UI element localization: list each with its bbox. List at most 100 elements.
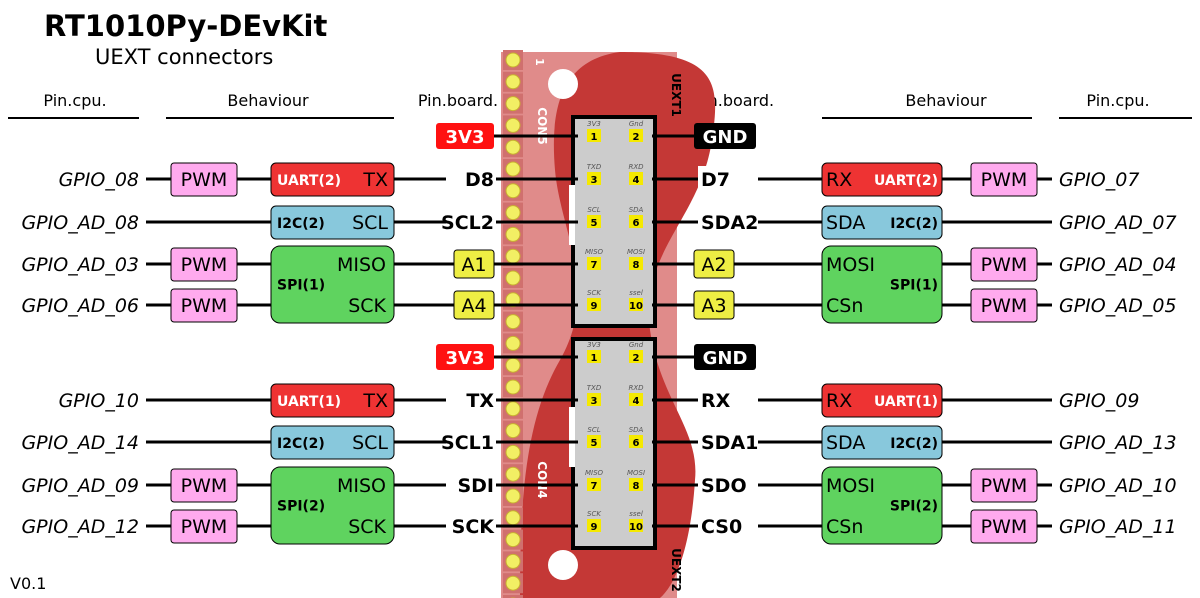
spi-group: MISO SCK SPI(1) MOSI CSn SPI(1) [270,245,943,324]
silkscreen-con-bottom: CON4 [535,461,549,498]
pwm-label-left: PWM [181,295,228,317]
connector-pin-name: MISO [585,248,604,256]
connector-pin-number: 5 [591,438,598,449]
power-3v3-badge [436,344,494,370]
function-box-left [270,383,395,418]
header-left-behaviour: Behaviour [227,91,309,110]
connector-pin-pad [587,435,601,448]
header-pin [505,444,521,460]
spi-bus-left: SPI(2) [277,499,325,515]
bus-label-right: UART(1) [874,394,938,410]
board-pin-bg [698,513,758,539]
diagram-subtitle: UEXT connectors [95,45,273,69]
signal-label-right: SDA [826,212,865,234]
function-box-right [821,383,943,418]
spi-signal-right-bottom: CSn [826,295,863,317]
pwm-box-right [970,288,1038,323]
board-pin-right: SDO [701,475,747,497]
connector-key [569,407,575,467]
signal-label-left: TX [362,169,388,191]
connector-pin-number: 6 [633,218,640,229]
version-label: V0.1 [10,574,46,593]
cpu-pin-right: GPIO_AD_10 [1059,475,1177,497]
board-pin-bg [446,387,496,413]
board-pin-right: RX [701,390,731,412]
pwm-label-right: PWM [981,475,1028,497]
cpu-pin-left: GPIO_AD_12 [21,516,139,538]
connector-pin-name: ssel [629,510,643,518]
function-box-left [270,205,395,240]
analog-pin-box-right [693,290,735,320]
spi-signal-left-bottom: SCK [348,516,386,538]
board-pin-bg [698,387,758,413]
pwm-label-right: PWM [981,295,1028,317]
board-pin-left: A4 [461,295,486,317]
connector-pin-pad [629,519,643,532]
function-box-right [821,425,943,460]
header-pin [505,488,521,504]
pwm-box-right [970,162,1038,197]
header-pin [505,532,521,548]
header-left-board: Pin.board. [418,91,498,110]
signal-row: GPIO_AD_12 GPIO_AD_11 PWM PWM SCK CS0 [21,509,1177,544]
spi-box-right [821,466,943,545]
header-pin [505,423,521,439]
bus-label-left: I2C(2) [277,436,325,452]
silkscreen-uext2: UEXT2 [669,548,683,592]
connector-pin-number: 1 [591,132,598,143]
connector-pin-name: SCK [587,289,602,297]
connector-pin-number: 9 [591,522,598,533]
connector-pin-pad [587,298,601,311]
header-pin [505,52,521,68]
connector-pin-number: 4 [633,396,640,407]
connector-pin-pad [587,215,601,228]
cpu-pin-left: GPIO_AD_03 [21,254,139,276]
pwm-box-left [170,288,238,323]
signal-label-right: RX [826,169,852,191]
header-pin [505,183,521,199]
connector-pin-number: 7 [591,481,598,492]
spi-box-left [270,245,395,324]
header-pin [505,553,521,569]
header-pin [505,357,521,373]
silkscreen-con-top: CON5 [535,107,549,144]
function-box-right [821,162,943,197]
board-pin-right: D7 [701,169,730,191]
connector-pin-number: 5 [591,218,598,229]
pwm-box-right [970,509,1038,544]
bus-label-right: UART(2) [874,173,938,189]
header-pin [505,161,521,177]
connector-pin-number: 6 [633,438,640,449]
connector-pin-pad [587,257,601,270]
pwm-label-left: PWM [181,254,228,276]
connector-pin-name: SCL [587,426,600,434]
connector-pin-name: MOSI [627,469,645,477]
header-pad [503,595,523,598]
board-illustration: 1 CON5 CON4 UEXT1 UEXT2 3V3 1 Gnd 2 TXD 3 RXD 4 SCL 5 S… [501,50,716,598]
signal-row: GPIO_AD_14 GPIO_AD_13 I2C(2) SCL SDA I2C(2) SC… [21,425,1177,460]
cpu-pin-left: GPIO_10 [59,390,139,412]
connector-pin-number: 8 [633,260,640,271]
cpu-pin-right: GPIO_AD_05 [1059,295,1177,317]
board-pin-left: D8 [465,169,494,191]
connector-pin-number: 3 [591,396,598,407]
signal-label-left: TX [362,390,388,412]
silkscreen-uext1: UEXT1 [669,73,683,117]
board-pin-bg [446,209,496,235]
signal-row: GPIO_AD_03 GPIO_AD_04 PWM PWM A1 A2 [21,247,1177,282]
connector-pin-name: Gnd [629,341,644,349]
signal-label-right: SDA [826,432,865,454]
connector-pin-pad [629,298,643,311]
connector-pin-pad [587,129,601,142]
power-3v3-label: 3V3 [446,127,485,148]
analog-pin-box-right [693,249,735,279]
spi-signal-right-bottom: CSn [826,516,863,538]
cpu-pin-right: GPIO_09 [1059,390,1139,412]
header-pin [505,270,521,286]
diagram-title: RT1010Py-DEvKit [44,9,327,43]
pwm-label-right: PWM [981,254,1028,276]
connector-pin-pad [629,435,643,448]
spi-bus-left: SPI(1) [277,278,325,294]
signal-row: GPIO_AD_08 GPIO_AD_07 I2C(2) SCL SDA I2C(2) SC… [21,205,1177,240]
connector-pin-pad [587,350,601,363]
